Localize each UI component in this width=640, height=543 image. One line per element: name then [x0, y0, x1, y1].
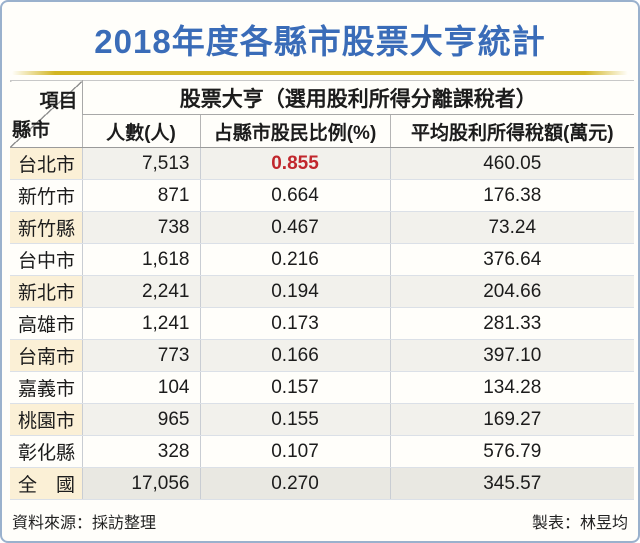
tax-cell: 397.10: [389, 339, 635, 372]
count-cell: 871: [81, 179, 200, 212]
tax-cell: 73.24: [389, 211, 635, 244]
tax-cell: 345.57: [389, 467, 635, 500]
county-name: 新竹縣: [10, 211, 82, 244]
count-cell: 1,241: [81, 307, 200, 340]
table-row: 彰化縣 328 0.107 576.79: [10, 435, 635, 468]
ratio-cell: 0.194: [199, 275, 390, 308]
corner-label-county: 縣市: [12, 120, 51, 141]
tax-cell: 281.33: [389, 307, 635, 340]
header-row-group: 項目 縣市 股票大亨（選用股利所得分離課稅者）: [10, 80, 635, 148]
table-row: 台北市 7,513 0.855 460.05: [10, 147, 635, 180]
county-name: 新竹市: [10, 179, 82, 212]
column-header-tax: 平均股利所得稅額(萬元): [389, 114, 635, 148]
count-cell: 773: [81, 339, 200, 372]
tax-cell: 169.27: [389, 403, 635, 436]
tax-cell: 460.05: [389, 147, 635, 180]
ratio-cell: 0.270: [199, 467, 390, 500]
header-row-columns: 人數(人) 占縣市股民比例(%) 平均股利所得稅額(萬元): [10, 114, 635, 148]
count-cell: 104: [81, 371, 200, 404]
table-row: 台南市 773 0.166 397.10: [10, 339, 635, 372]
table-row-total: 全 國 17,056 0.270 345.57: [10, 467, 635, 500]
county-name: 桃園市: [10, 403, 82, 436]
county-name: 嘉義市: [10, 371, 82, 404]
county-name: 全 國: [10, 467, 82, 500]
county-name: 新北市: [10, 275, 82, 308]
corner-diagonal-cell: 項目 縣市: [10, 80, 82, 148]
ratio-cell: 0.166: [199, 339, 390, 372]
ratio-cell: 0.155: [199, 403, 390, 436]
ratio-cell-highlighted: 0.855: [199, 147, 390, 180]
footer: 資料來源：採訪整理 製表：林昱均: [12, 509, 628, 533]
ratio-cell: 0.664: [199, 179, 390, 212]
tax-cell: 376.64: [389, 243, 635, 276]
count-cell: 2,241: [81, 275, 200, 308]
table-row: 嘉義市 104 0.157 134.28: [10, 371, 635, 404]
gold-divider: [12, 71, 628, 75]
count-cell: 7,513: [81, 147, 200, 180]
page-title: 2018年度各縣市股票大亨統計: [94, 23, 546, 60]
count-cell: 738: [81, 211, 200, 244]
source-note: 資料來源：採訪整理: [12, 515, 157, 532]
table-row: 新北市 2,241 0.194 204.66: [10, 275, 635, 308]
county-name: 台北市: [10, 147, 82, 180]
tax-cell: 576.79: [389, 435, 635, 468]
county-name: 彰化縣: [10, 435, 82, 468]
ratio-cell: 0.216: [199, 243, 390, 276]
county-name: 台南市: [10, 339, 82, 372]
county-name: 台中市: [10, 243, 82, 276]
count-cell: 328: [81, 435, 200, 468]
ratio-cell: 0.467: [199, 211, 390, 244]
table-row: 新竹縣 738 0.467 73.24: [10, 211, 635, 244]
table-row: 高雄市 1,241 0.173 281.33: [10, 307, 635, 340]
group-header: 股票大亨（選用股利所得分離課稅者）: [81, 80, 635, 115]
ratio-cell: 0.107: [199, 435, 390, 468]
ratio-cell: 0.157: [199, 371, 390, 404]
tax-cell: 204.66: [389, 275, 635, 308]
tax-cell: 176.38: [389, 179, 635, 212]
table-row: 新竹市 871 0.664 176.38: [10, 179, 635, 212]
column-header-ratio: 占縣市股民比例(%): [199, 114, 390, 148]
table-row: 台中市 1,618 0.216 376.64: [10, 243, 635, 276]
stats-table: 項目 縣市 股票大亨（選用股利所得分離課稅者） 人數(人) 占縣市股民比例(%)…: [10, 80, 635, 500]
corner-label-item: 項目: [39, 91, 78, 112]
credit-note: 製表：林昱均: [531, 515, 628, 532]
count-cell: 17,056: [81, 467, 200, 500]
column-header-count: 人數(人): [81, 114, 200, 148]
table-row: 桃園市 965 0.155 169.27: [10, 403, 635, 436]
count-cell: 965: [81, 403, 200, 436]
tax-cell: 134.28: [389, 371, 635, 404]
count-cell: 1,618: [81, 243, 200, 276]
ratio-cell: 0.173: [199, 307, 390, 340]
county-name: 高雄市: [10, 307, 82, 340]
